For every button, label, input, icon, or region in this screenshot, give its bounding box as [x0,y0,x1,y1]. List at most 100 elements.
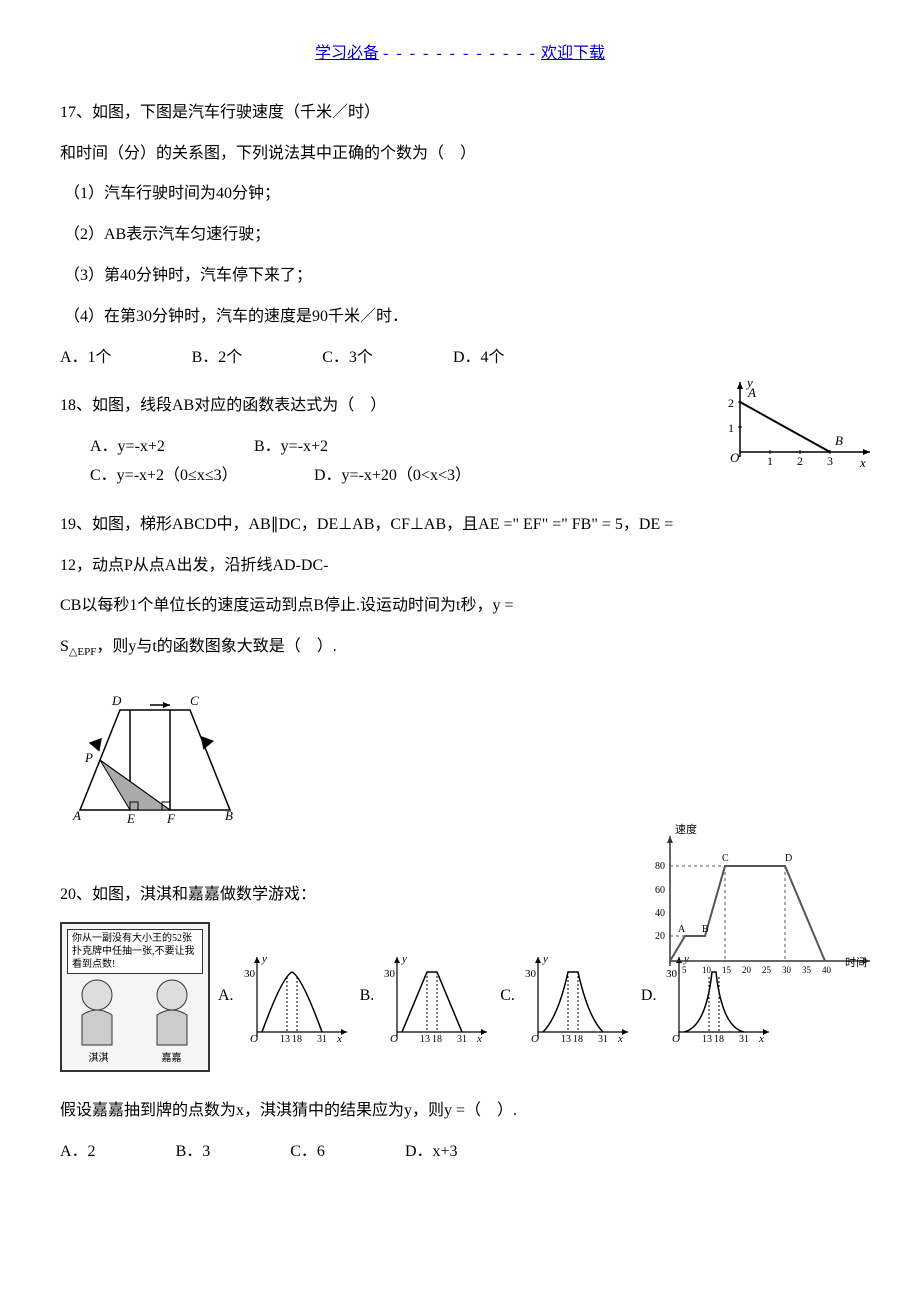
q20-final-options: A．2 B．3 C．6 D．x+3 [60,1138,860,1167]
q19-line4: S△EPF，则y与t的函数图象大致是（ ）. [60,633,860,663]
vertex-f: F [166,811,176,826]
vertex-p: P [84,750,93,765]
q17-sub4: （4）在第30分钟时，汽车的速度是90千米／时． [64,303,860,332]
q18-option-d: D．y=-x+20（0<x<3） [314,467,471,484]
xtick-15: 15 [722,965,732,975]
curve-b-ylabel: y [401,953,407,965]
curve-a: 30 O 13 18 31 x y [242,947,352,1047]
q17-sub1: （1）汽车行驶时间为40分钟； [64,180,860,209]
q20-final-a: A．2 [60,1138,96,1167]
q19-line4-end: ，则y与t的函数图象大致是（ ）. [96,638,336,655]
q19-subscript: △EPF [69,646,96,658]
vertex-d: D [111,693,122,708]
curve-b-y30: 30 [384,968,396,980]
speed-time-chart: 20 40 60 80 5 10 15 20 25 30 35 40 A B C… [640,821,880,981]
question-19: 19、如图，梯形ABCD中，AB∥DC，DE⊥AB，CF⊥AB，且AE =" E… [60,511,860,861]
curve-b-x18: 18 [432,1034,442,1045]
curve-b-x31: 31 [457,1034,467,1045]
curve-a-y30: 30 [244,968,256,980]
graph-xtick-2: 2 [797,454,803,468]
q19-trapezoid-figure: A B C D E F P [70,690,240,830]
point-b-label: B [702,924,709,935]
header-left-text: 学习必备 [315,45,379,62]
q20-option-a-label: A. [218,982,234,1011]
question-20: 20 40 60 80 5 10 15 20 25 30 35 40 A B C… [60,881,860,1166]
ytick-40: 40 [655,908,665,919]
curve-a-ylabel: y [261,953,267,965]
q20-conclusion: 假设嘉嘉抽到牌的点数为x，淇淇猜中的结果应为y，则y =（ ）. [60,1097,860,1126]
point-c-label: C [722,853,729,864]
curve-b-xlabel: x [476,1033,482,1045]
vertex-a: A [72,808,81,823]
vertex-e: E [126,811,135,826]
curve-c-x18: 18 [573,1034,583,1045]
q18-option-c: C．y=-x+2（0≤x≤3） [90,462,310,491]
q17-sub3: （3）第40分钟时，汽车停下来了； [64,262,860,291]
graph-x-axis-label: x [859,455,866,470]
q17-line2: 和时间（分）的关系图，下列说法其中正确的个数为（ ） [60,140,860,169]
graph-xtick-3: 3 [827,454,833,468]
q18-line-graph: O 1 2 3 1 2 A B x y [720,372,880,472]
q19-s-label: S [60,638,69,655]
curve-a-xlabel: x [336,1033,342,1045]
curve-a-origin: O [250,1033,258,1045]
curve-b-x13: 13 [420,1034,430,1045]
xtick-35: 35 [802,965,812,975]
xtick-10: 10 [702,965,712,975]
page-header: 学习必备 - - - - - - - - - - - - 欢迎下载 [60,40,860,69]
curve-d-x18: 18 [714,1034,724,1045]
curve-c-y30: 30 [525,968,537,980]
time-axis-label: 时间 [845,956,867,969]
curve-d-x13: 13 [702,1034,712,1045]
q17-line1: 17、如图，下图是汽车行驶速度（千米／时） [60,99,860,128]
graph-ytick-1: 1 [728,421,734,435]
curve-b-origin: O [390,1033,398,1045]
name-jiajia: 嘉嘉 [162,1050,182,1068]
graph-point-b: B [835,433,843,448]
point-a-label: A [678,924,686,935]
xtick-25: 25 [762,965,772,975]
question-18: 18、如图，线段AB对应的函数表达式为（ ） A．y=-x+2 B．y=-x+2… [60,392,860,490]
people-illustration [62,965,212,1055]
curve-c: 30 O 13 18 31 x y [523,947,633,1047]
ytick-20: 20 [655,931,665,942]
q20-final-d: D．x+3 [405,1138,458,1167]
curve-c-ylabel: y [542,953,548,965]
q17-option-c: C．3个 [322,344,373,373]
ytick-60: 60 [655,885,665,896]
curve-c-xlabel: x [617,1033,623,1045]
q17-option-a: A．1个 [60,344,112,373]
curve-a-x18: 18 [292,1034,302,1045]
q20-option-c-label: C. [500,982,515,1011]
curve-c-origin: O [531,1033,539,1045]
curve-a-x13: 13 [280,1034,290,1045]
xtick-40: 40 [822,965,832,975]
speed-axis-label: 速度 [675,822,697,836]
graph-y-axis-label: y [745,375,753,390]
q18-option-b: B．y=-x+2 [254,438,328,455]
q17-sub2: （2）AB表示汽车匀速行驶； [64,221,860,250]
q17-options: A．1个 B．2个 C．3个 D．4个 [60,344,860,373]
q17-option-b: B．2个 [192,344,243,373]
q20-option-b-label: B. [360,982,375,1011]
graph-xtick-1: 1 [767,454,773,468]
q19-line2: 12，动点P从点A出发，沿折线AD-DC- [60,552,860,581]
curve-b: 30 O 13 18 31 x y [382,947,492,1047]
curve-d-origin: O [672,1033,680,1045]
curve-d-x31: 31 [739,1034,749,1045]
point-d-label: D [785,853,792,864]
curve-a-x31: 31 [317,1034,327,1045]
curve-c-x31: 31 [598,1034,608,1045]
xtick-5: 5 [682,965,687,975]
graph-ytick-2: 2 [728,396,734,410]
people-names: 淇淇 嘉嘉 [62,1050,208,1068]
q19-line1: 19、如图，梯形ABCD中，AB∥DC，DE⊥AB，CF⊥AB，且AE =" E… [60,511,860,540]
xtick-20: 20 [742,965,752,975]
ytick-80: 80 [655,861,665,872]
vertex-c: C [190,693,199,708]
question-17: 17、如图，下图是汽车行驶速度（千米／时） 和时间（分）的关系图，下列说法其中正… [60,99,860,373]
graph-origin-label: O [730,450,740,465]
header-dashes: - - - - - - - - - - - - [383,45,537,62]
q19-line3: CB以每秒1个单位长的速度运动到点B停止.设运动时间为t秒，y = [60,592,860,621]
header-right-text: 欢迎下载 [541,45,605,62]
